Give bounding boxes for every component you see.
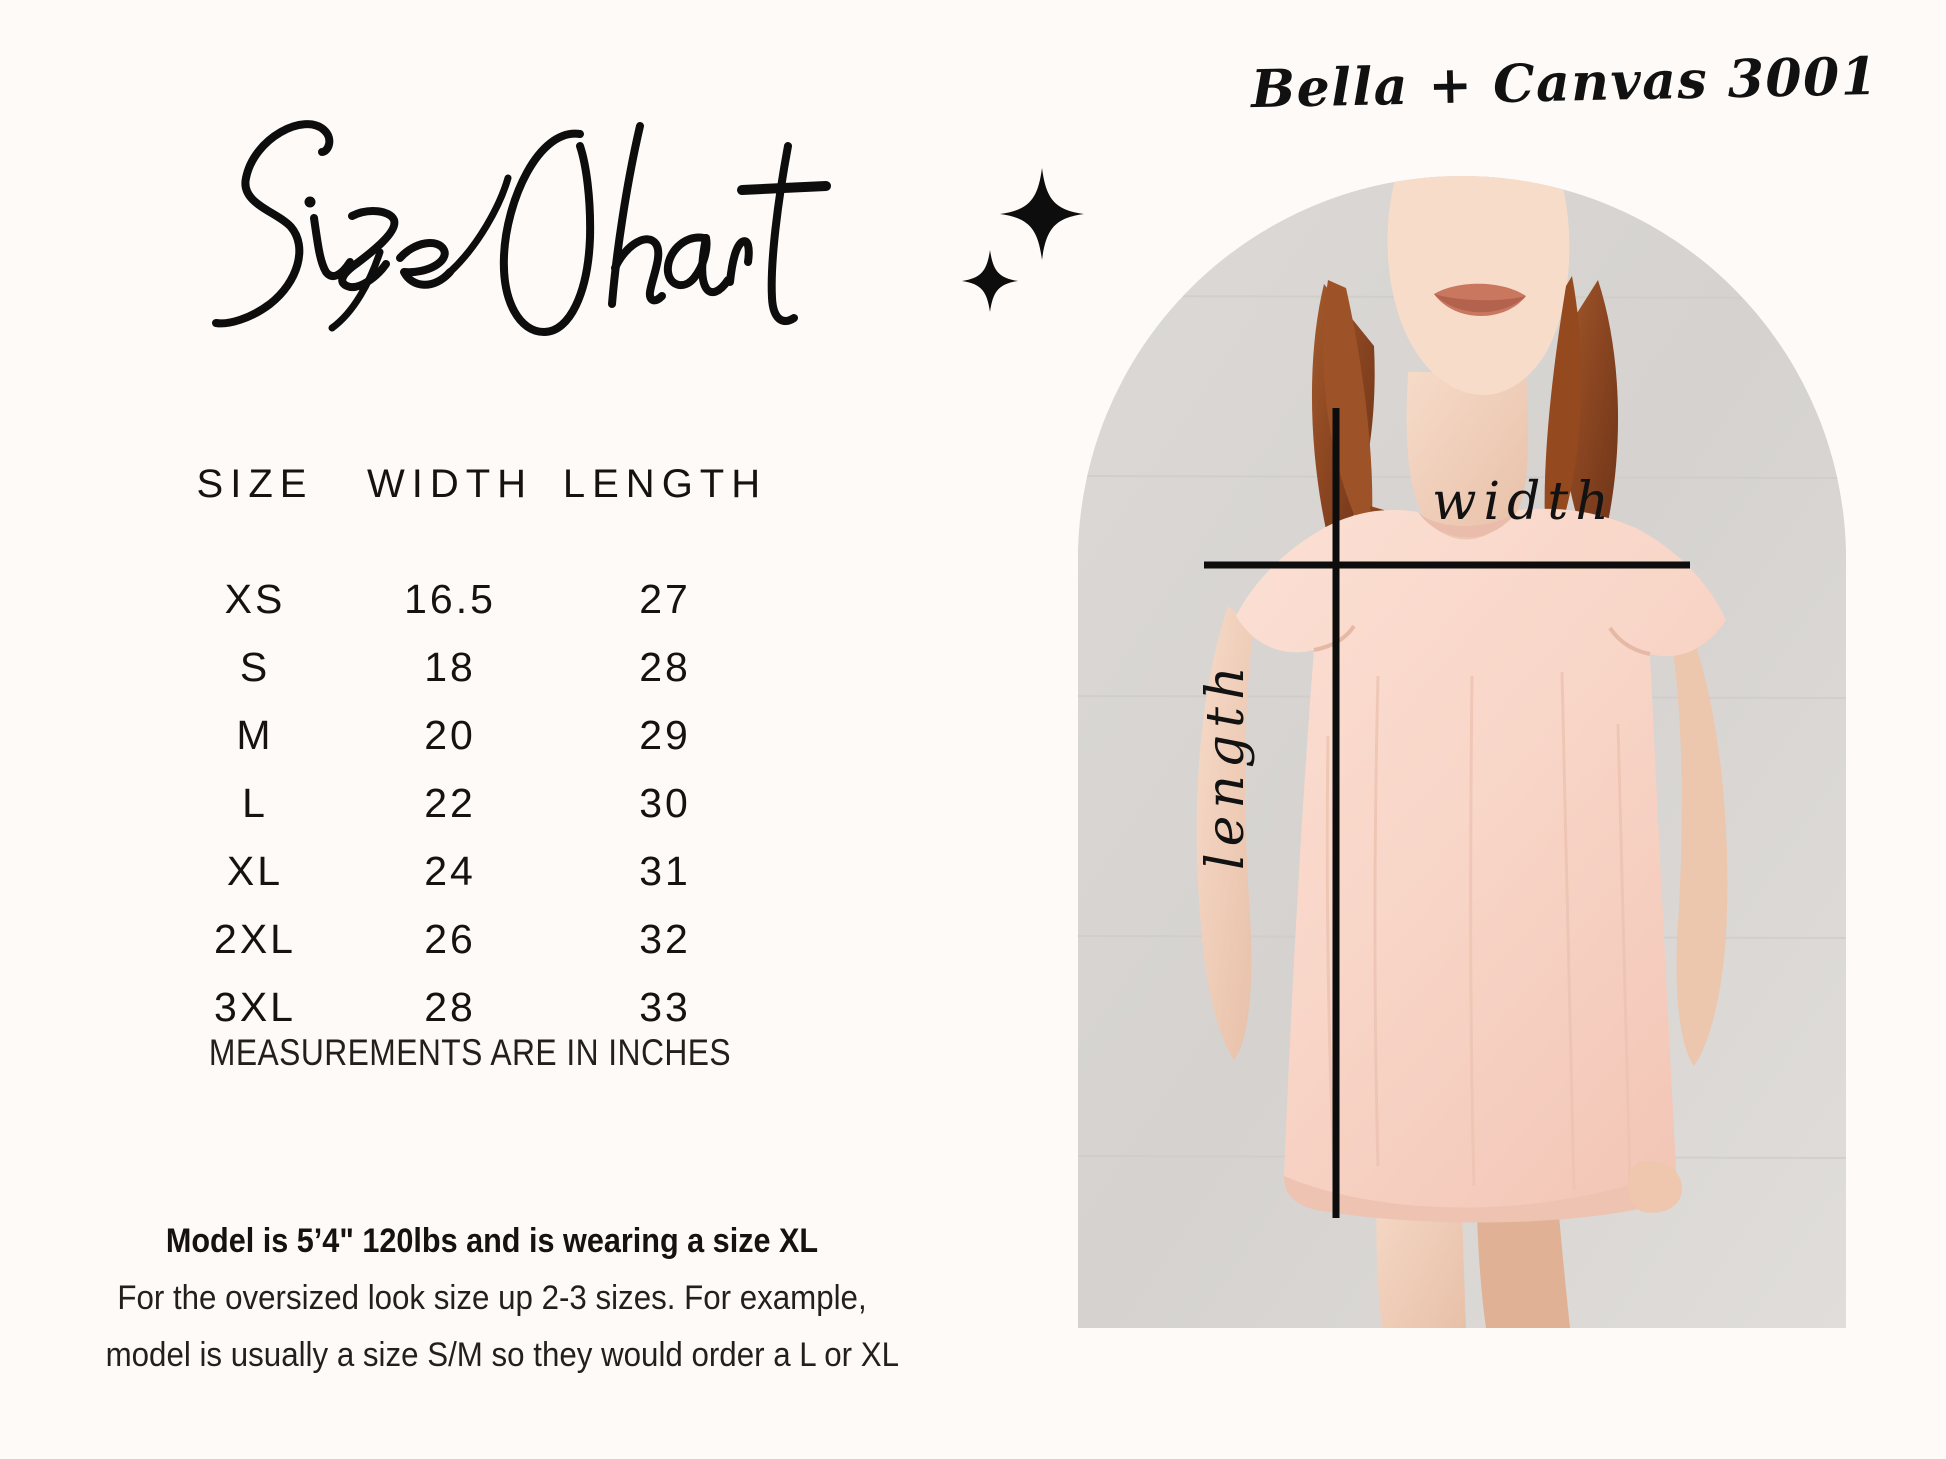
cell-width: 24 (424, 847, 476, 894)
sizing-advice-line-2: model is usually a size S/M so they woul… (105, 1336, 899, 1374)
size-table: SIZE WIDTH LENGTH XS 16.5 27 S 18 28 M (160, 462, 780, 1041)
model-photo (1078, 176, 1846, 1328)
column-header-size: SIZE (196, 462, 314, 506)
cell-width: 26 (424, 915, 476, 962)
table-row: M 20 29 (160, 701, 780, 769)
table-row: XL 24 31 (160, 837, 780, 905)
brand-label: Bella + Canvas 3001 (1250, 46, 1879, 121)
table-row: 2XL 26 32 (160, 905, 780, 973)
model-info-headline: Model is 5’4" 120lbs and is wearing a si… (165, 1222, 819, 1260)
sizing-advice-line-1: For the oversized look size up 2-3 sizes… (117, 1279, 867, 1317)
cell-length: 28 (639, 643, 691, 690)
column-header-length: LENGTH (562, 462, 768, 506)
cell-size: S (239, 643, 271, 690)
cell-size: L (242, 779, 268, 826)
cell-size: 3XL (214, 983, 296, 1030)
cell-width: 16.5 (404, 575, 496, 622)
cell-length: 30 (639, 779, 691, 826)
cell-width: 22 (424, 779, 476, 826)
table-row: 3XL 28 33 (160, 973, 780, 1041)
length-label: length (1196, 659, 1256, 870)
footer-notes: Model is 5’4" 120lbs and is wearing a si… (72, 1222, 912, 1375)
table-row: L 22 30 (160, 769, 780, 837)
table-row: S 18 28 (160, 633, 780, 701)
cell-size: M (236, 711, 274, 758)
sparkle-icon (962, 250, 1018, 312)
page-title (128, 86, 831, 336)
cell-width: 28 (424, 983, 476, 1030)
cell-width: 18 (424, 643, 476, 690)
width-label: width (1432, 472, 1616, 532)
cell-length: 32 (639, 915, 691, 962)
column-header-width: WIDTH (366, 462, 534, 506)
table-header-row: SIZE WIDTH LENGTH (160, 462, 780, 565)
cell-size: XS (224, 575, 286, 622)
cell-length: 29 (639, 711, 691, 758)
units-note: MEASUREMENTS ARE IN INCHES (208, 1032, 732, 1073)
cell-length: 33 (639, 983, 691, 1030)
cell-size: 2XL (214, 915, 296, 962)
cell-width: 20 (424, 711, 476, 758)
table-row: XS 16.5 27 (160, 565, 780, 633)
cell-length: 27 (639, 575, 691, 622)
sparkle-icon (1000, 168, 1084, 260)
cell-length: 31 (639, 847, 691, 894)
cell-size: XL (226, 847, 284, 894)
